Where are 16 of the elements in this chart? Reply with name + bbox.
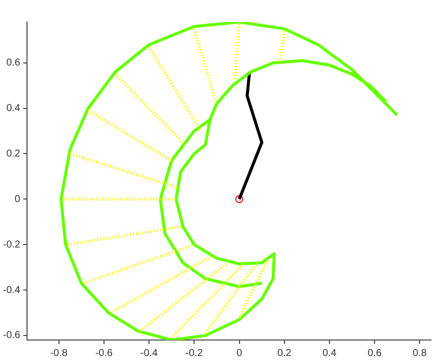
y-tick-label: 0 bbox=[14, 194, 21, 205]
x-tick-label: -0.6 bbox=[95, 348, 113, 359]
x-tick-label: 0.6 bbox=[368, 348, 382, 359]
x-tick-label: 0.4 bbox=[322, 348, 337, 359]
y-tick-label: 0.6 bbox=[6, 58, 21, 69]
x-tick-label: -0.8 bbox=[50, 348, 68, 359]
y-tick-label: -0.6 bbox=[2, 330, 21, 342]
y-tick-label: 0.2 bbox=[6, 148, 21, 160]
y-tick-label: 0.4 bbox=[6, 103, 21, 114]
x-tick-label: -0.4 bbox=[140, 348, 158, 359]
y-tick-label: -0.4 bbox=[2, 284, 21, 296]
x-tick-label: 0.8 bbox=[412, 348, 428, 359]
x-tick-label: -0.2 bbox=[186, 348, 204, 359]
x-tick-label: 0 bbox=[236, 348, 242, 359]
x-tick-label: 0.2 bbox=[277, 348, 292, 359]
y-tick-label: -0.2 bbox=[2, 239, 21, 250]
